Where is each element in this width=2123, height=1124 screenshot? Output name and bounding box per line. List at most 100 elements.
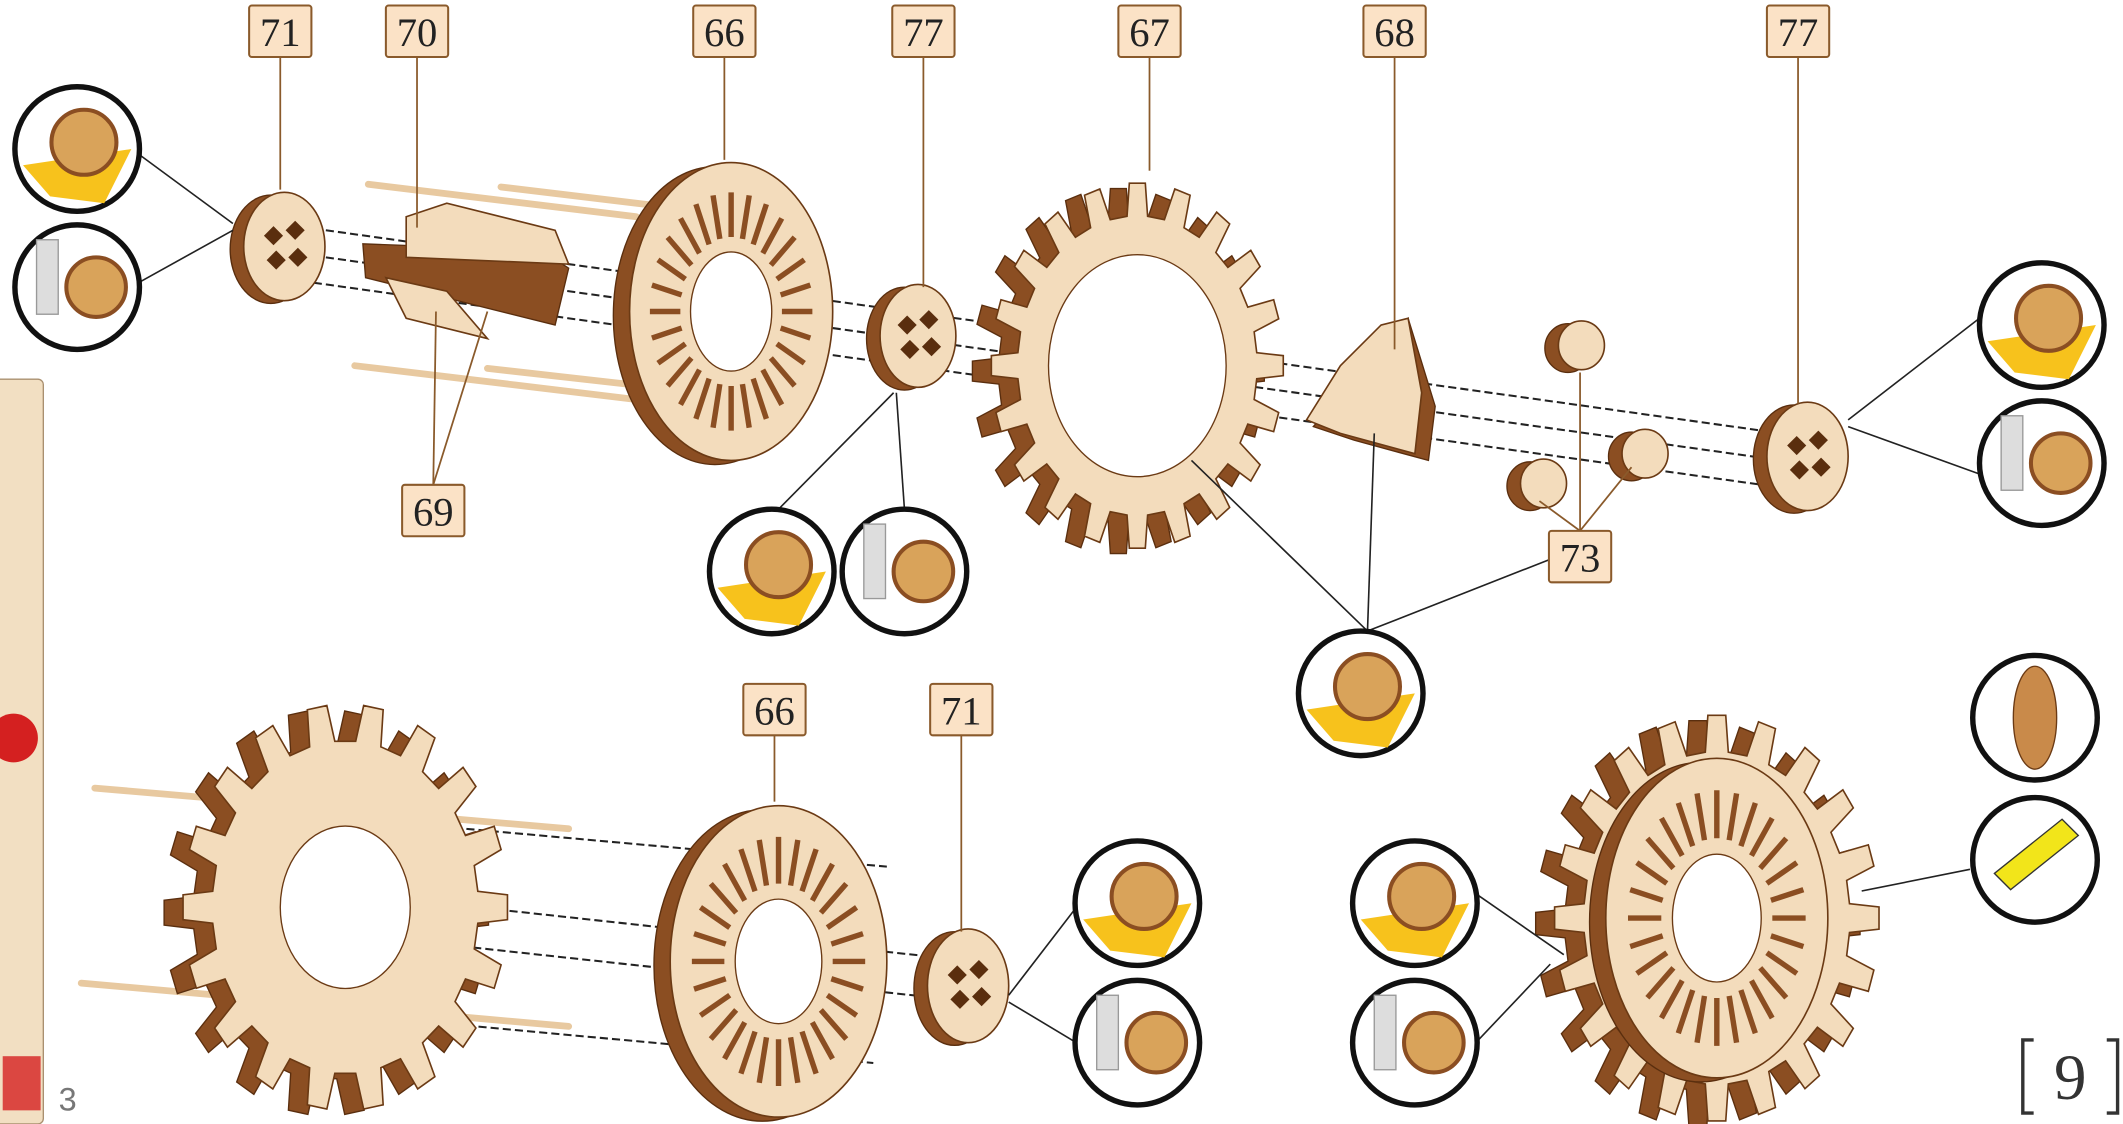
leader — [896, 393, 904, 509]
gear-hole — [280, 826, 410, 988]
leader — [135, 152, 232, 224]
tool-icon — [1353, 841, 1478, 966]
disc-face — [880, 284, 956, 387]
ring-hole — [691, 252, 772, 371]
gear-icon — [66, 257, 126, 317]
disc — [1608, 429, 1668, 480]
gear-icon — [746, 532, 811, 597]
leader — [1862, 869, 1970, 891]
part-label: 70 — [386, 6, 448, 57]
part-face — [406, 203, 568, 264]
label-text: 68 — [1374, 10, 1415, 55]
part-label: 66 — [743, 684, 805, 735]
tool-icon — [842, 509, 967, 634]
gear-icon — [1335, 654, 1400, 719]
disc — [914, 929, 1009, 1045]
gear — [972, 183, 1283, 553]
disc-face — [244, 192, 325, 300]
part-label: 67 — [1118, 6, 1180, 57]
leader — [1191, 460, 1367, 631]
ring-hole — [735, 899, 822, 1024]
tool-icon — [15, 87, 140, 212]
label-text: 77 — [1778, 10, 1819, 55]
gear-icon — [1404, 1013, 1464, 1073]
leader — [1539, 501, 1580, 531]
tool-icon — [1075, 841, 1200, 966]
tool-icon — [1979, 263, 2104, 388]
disc — [230, 192, 325, 303]
leader — [1476, 964, 1550, 1043]
tool-icon — [1298, 631, 1423, 756]
page-number: 9 — [2054, 1042, 2086, 1114]
label-text: 77 — [903, 10, 944, 55]
disc-face — [1520, 459, 1566, 508]
gear-icon — [1389, 864, 1454, 929]
part-face — [1307, 318, 1422, 453]
ring — [654, 806, 887, 1121]
label-text: 70 — [397, 10, 438, 55]
gear-hole — [1049, 255, 1227, 477]
leader — [433, 312, 436, 485]
leader — [1848, 318, 1979, 420]
part-label: 77 — [1767, 6, 1829, 57]
gear-icon — [2016, 286, 2081, 351]
tool-icon — [1973, 798, 2098, 923]
leader — [1848, 427, 1979, 474]
part-label: 66 — [693, 6, 755, 57]
gear-icon — [2031, 433, 2091, 493]
file-tool — [1374, 995, 1396, 1069]
leader — [1580, 467, 1631, 531]
label-text: 71 — [941, 688, 982, 733]
disc — [1753, 402, 1848, 513]
disc-face — [927, 929, 1008, 1043]
part-label: 69 — [402, 485, 464, 536]
label-text: 66 — [704, 10, 745, 55]
bracket — [2023, 1040, 2034, 1113]
ring — [1590, 758, 1828, 1082]
gear-icon — [1126, 1013, 1186, 1073]
file-tool — [1097, 995, 1119, 1069]
part-label: 68 — [1363, 6, 1425, 57]
disc-icon — [2013, 666, 2056, 769]
disc — [867, 284, 956, 390]
tool-icon — [15, 225, 140, 350]
disc-face — [1767, 402, 1848, 510]
tool-icon — [709, 509, 834, 634]
sheet-red-parts — [3, 1056, 41, 1110]
leader — [1009, 907, 1077, 995]
gear-icon — [1112, 864, 1177, 929]
bracket — [2107, 1040, 2118, 1113]
part-label: 73 — [1549, 531, 1611, 582]
leader — [1367, 433, 1374, 631]
label-text: 67 — [1129, 10, 1170, 55]
gear-icon — [894, 542, 954, 602]
leader — [433, 312, 487, 485]
label-text: 69 — [413, 489, 454, 534]
part-70 — [363, 203, 569, 338]
part-label: 71 — [930, 684, 992, 735]
file-tool — [2001, 416, 2023, 490]
leader — [135, 230, 232, 284]
sheet-number: 3 — [59, 1081, 77, 1117]
file-tool — [864, 524, 886, 598]
ring — [613, 163, 832, 465]
label-text: 71 — [260, 10, 301, 55]
tool-icon — [1979, 401, 2104, 526]
gear — [164, 706, 507, 1115]
tool-icon — [1973, 655, 2098, 780]
part-68 — [1307, 318, 1436, 460]
part-label: 77 — [892, 6, 954, 57]
ring-hole — [1672, 854, 1761, 982]
leader — [1009, 1002, 1077, 1043]
file-tool — [37, 240, 59, 314]
disc — [1507, 459, 1567, 510]
gear-icon — [51, 110, 116, 175]
label-text: 73 — [1560, 535, 1601, 580]
leader — [1367, 557, 1557, 631]
disc-face — [1558, 321, 1604, 370]
tool-icon — [1353, 980, 1478, 1105]
instruction-page: 3 — [0, 0, 2123, 1124]
page-number-box: 9 — [2023, 1040, 2118, 1114]
part-label: 71 — [249, 6, 311, 57]
disc — [1545, 321, 1605, 372]
